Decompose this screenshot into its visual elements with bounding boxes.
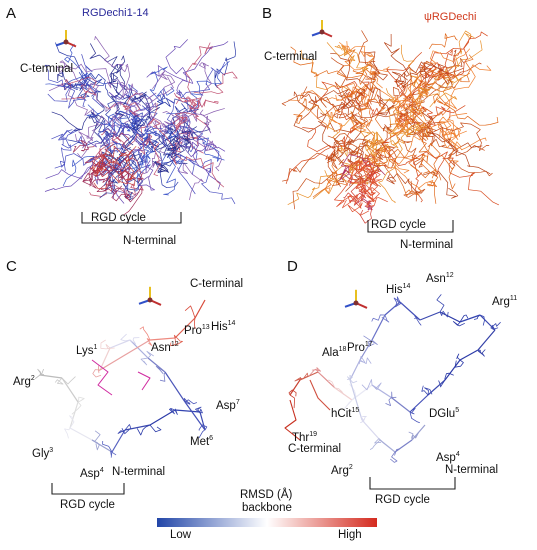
panel-b-rgd-cycle: RGD cycle: [371, 219, 426, 231]
panel-c-asp7: Asp7: [216, 399, 240, 412]
panel-b-n-terminal: N-terminal: [400, 239, 454, 251]
panel-c-pro: Pro13: [184, 324, 210, 337]
rmsd-colorbar: [157, 518, 377, 527]
panel-d-rgd-cycle: RGD cycle: [375, 494, 430, 506]
panel-b-structure-ensemble: [281, 30, 500, 224]
panel-b-letter: B: [262, 5, 273, 22]
panel-c-rgd-cycle: RGD cycle: [60, 499, 115, 511]
panel-c-asn: Asn12: [151, 341, 179, 354]
legend-high-label: High: [338, 529, 362, 541]
panel-d-letter: D: [287, 258, 298, 275]
panel-c-structure-model: [35, 299, 208, 458]
panel-d-rgd-bracket: [369, 477, 456, 490]
panel-c-n-terminal: N-terminal: [112, 466, 166, 478]
panel-c-arg: Arg2: [13, 375, 35, 388]
panel-d-hcit: hCit15: [331, 407, 360, 420]
panel-d-arg2: Arg2: [331, 464, 353, 477]
orientation-axes-icons: [55, 20, 368, 309]
panel-a-rgd-bracket: [81, 212, 182, 224]
panel-d-structure-model: [284, 294, 501, 463]
panel-a-n-terminal: N-terminal: [123, 235, 177, 247]
panel-d-thr: Thr19: [292, 431, 318, 444]
panel-d-dglu: DGlu5: [429, 407, 460, 420]
panel-a-rgd-cycle: RGD cycle: [91, 212, 146, 224]
panel-b-rgd-bracket: [367, 220, 454, 233]
panel-c-met: Met6: [190, 435, 214, 448]
panel-d-arg11: Arg11: [492, 295, 518, 308]
panel-c-rgd-bracket: [51, 483, 125, 495]
legend-low-label: Low: [170, 529, 192, 541]
panel-c-c-terminal: C-terminal: [190, 278, 244, 290]
panel-c-gly: Gly3: [32, 447, 54, 460]
panel-c-lys: Lys1: [76, 344, 98, 357]
panel-d-his: His14: [386, 283, 411, 296]
panel-c-asp4: Asp4: [80, 467, 104, 480]
panel-b-title: ψRGDechi: [424, 11, 477, 23]
panel-a-c-terminal: C-terminal: [20, 63, 74, 75]
panel-a-title: RGDechi1-14: [82, 7, 149, 19]
panel-d-c-terminal: C-terminal: [288, 443, 342, 455]
legend-subtitle: backbone: [242, 502, 292, 514]
panel-d-n-terminal: N-terminal: [445, 464, 499, 476]
panel-d-asp4: Asp4: [436, 451, 460, 464]
panel-a-letter: A: [6, 5, 17, 22]
panel-a-structure-ensemble: [44, 36, 238, 216]
panel-c-his: His14: [211, 320, 236, 333]
panel-d-asn: Asn12: [426, 272, 454, 285]
panel-d-ala: Ala18: [322, 346, 347, 359]
legend-title: RMSD (Å): [240, 489, 293, 501]
panel-c-letter: C: [6, 258, 17, 275]
panel-d-pro: Pro17: [347, 341, 373, 354]
panel-b-c-terminal: C-terminal: [264, 51, 318, 63]
